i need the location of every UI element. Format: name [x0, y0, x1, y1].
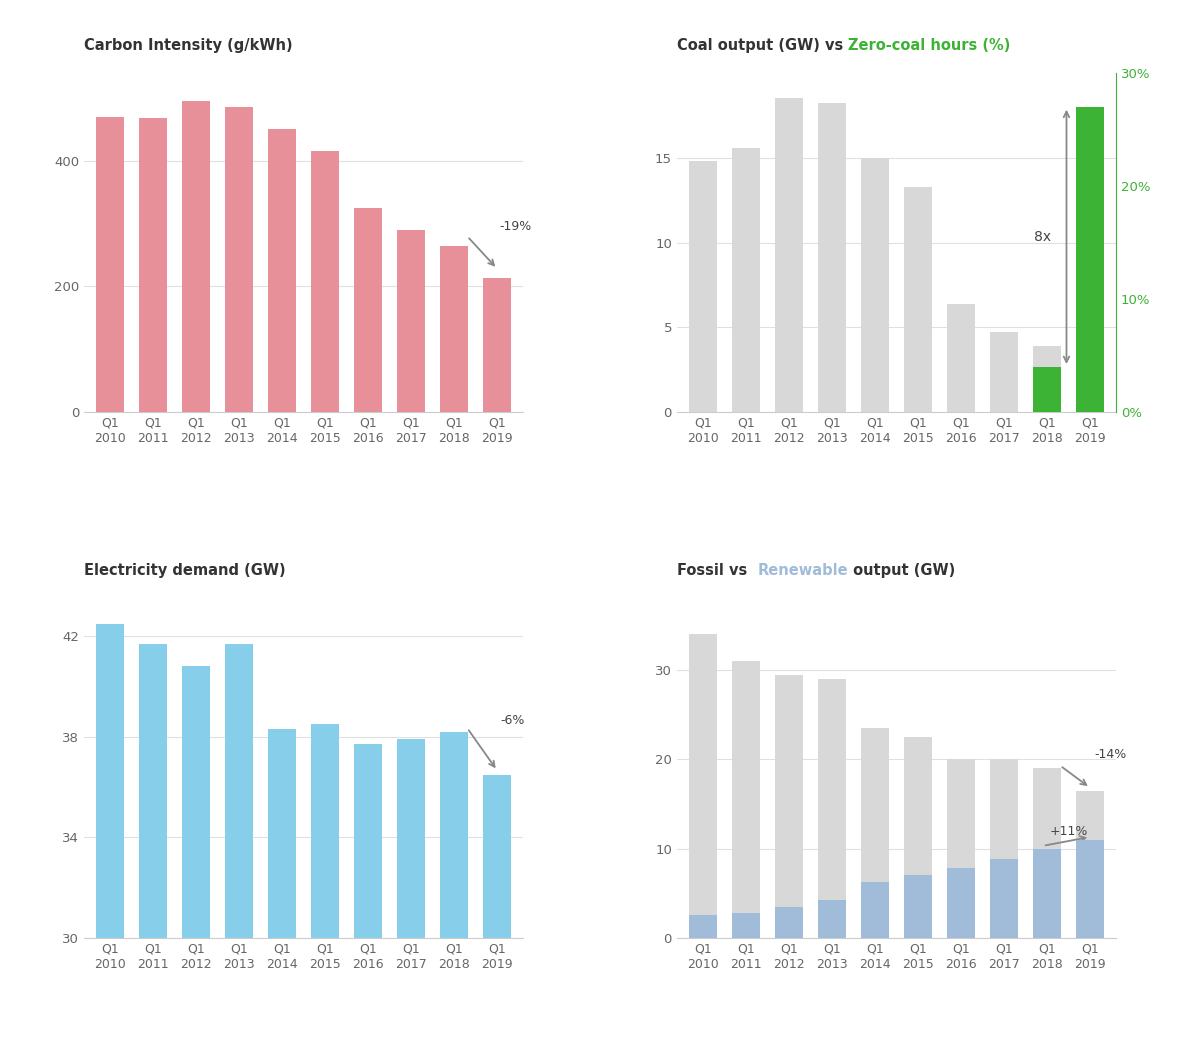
- Bar: [904, 737, 932, 938]
- Bar: [775, 98, 803, 412]
- Bar: [818, 900, 846, 938]
- Text: -6%: -6%: [500, 714, 526, 727]
- Bar: [139, 644, 167, 1042]
- Bar: [818, 679, 846, 938]
- Bar: [775, 907, 803, 938]
- Bar: [1033, 367, 1061, 412]
- Bar: [860, 883, 889, 938]
- Text: Coal output (GW): Coal output (GW): [677, 38, 824, 52]
- Bar: [732, 661, 760, 938]
- Bar: [1033, 346, 1061, 412]
- Text: Carbon Intensity (g/kWh): Carbon Intensity (g/kWh): [84, 38, 293, 52]
- Text: output (GW): output (GW): [848, 564, 955, 578]
- Text: Zero-coal hours (%): Zero-coal hours (%): [848, 38, 1010, 52]
- Bar: [1033, 848, 1061, 938]
- Bar: [139, 118, 167, 412]
- Text: Renewable: Renewable: [757, 564, 848, 578]
- Bar: [775, 674, 803, 938]
- Bar: [1076, 791, 1104, 938]
- Bar: [268, 129, 296, 412]
- Text: vs: vs: [728, 564, 757, 578]
- Bar: [732, 148, 760, 412]
- Bar: [732, 913, 760, 938]
- Text: vs: vs: [824, 38, 848, 52]
- Bar: [947, 303, 974, 412]
- Bar: [182, 101, 210, 412]
- Bar: [440, 731, 468, 1042]
- Bar: [860, 157, 889, 412]
- Bar: [1033, 768, 1061, 938]
- Bar: [226, 644, 253, 1042]
- Text: Fossil: Fossil: [677, 564, 728, 578]
- Bar: [440, 246, 468, 412]
- Bar: [1076, 107, 1104, 412]
- Text: -19%: -19%: [499, 220, 532, 233]
- Bar: [268, 729, 296, 1042]
- Bar: [860, 728, 889, 938]
- Bar: [354, 208, 382, 412]
- Bar: [990, 760, 1018, 938]
- Bar: [689, 162, 716, 412]
- Text: +11%: +11%: [1049, 825, 1087, 838]
- Bar: [818, 103, 846, 412]
- Bar: [397, 230, 425, 412]
- Bar: [990, 860, 1018, 938]
- Bar: [1076, 840, 1104, 938]
- Bar: [226, 107, 253, 412]
- Bar: [947, 760, 974, 938]
- Text: 8x: 8x: [1034, 230, 1051, 244]
- Text: Electricity demand (GW): Electricity demand (GW): [84, 564, 286, 578]
- Bar: [904, 187, 932, 412]
- Bar: [689, 916, 716, 938]
- Bar: [990, 332, 1018, 412]
- Bar: [904, 875, 932, 938]
- Bar: [397, 740, 425, 1042]
- Bar: [1076, 389, 1104, 412]
- Bar: [311, 724, 340, 1042]
- Bar: [484, 278, 511, 412]
- Bar: [484, 774, 511, 1042]
- Bar: [354, 744, 382, 1042]
- Bar: [182, 667, 210, 1042]
- Bar: [947, 868, 974, 938]
- Text: -14%: -14%: [1094, 747, 1127, 761]
- Bar: [96, 117, 124, 412]
- Bar: [689, 635, 716, 938]
- Bar: [96, 624, 124, 1042]
- Bar: [311, 151, 340, 412]
